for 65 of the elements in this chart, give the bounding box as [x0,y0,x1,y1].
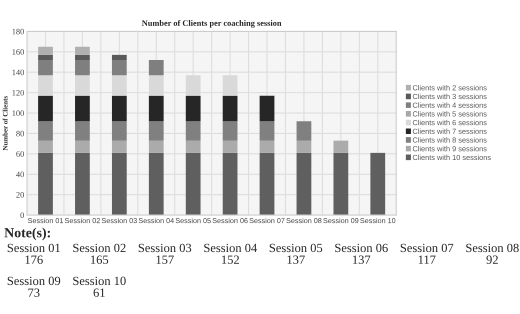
bar [296,121,312,141]
bar [222,152,238,216]
bar [38,121,53,141]
bar [370,152,386,216]
text: Session 05 137 [270,244,322,264]
y-tick-label: 60 [16,151,24,157]
text: Session 10 61 [73,276,126,297]
bar [296,140,312,153]
bar [112,140,127,153]
bar [260,152,274,216]
bar [38,96,53,122]
y-tick-label: 180 [12,28,24,34]
bar [75,96,90,122]
text: Session 02 165 [73,244,126,264]
bar [38,140,53,153]
bar [148,60,164,76]
text: Session 04 152 [204,244,258,264]
text: Session 06 137 [335,244,388,264]
y-tick-label: 120 [12,90,24,96]
bar [38,60,53,76]
text: Session 01 176 [8,244,60,264]
bar [186,121,201,141]
text: Session 08 92 [466,244,519,264]
text: Session 03 157 [138,244,192,264]
bar [333,152,348,216]
bar [75,140,90,153]
bar [75,152,90,216]
bar [186,152,201,216]
bar [38,46,53,55]
bar [296,152,312,216]
y-tick-label: 20 [16,192,24,198]
bar [112,121,127,141]
y-tick-label: 160 [12,49,24,55]
bar [186,96,201,122]
chart-title: Number of Clients per coaching session [142,20,282,28]
bar [112,152,127,216]
y-tick-label: 80 [16,130,24,136]
text: Session 07 117 [400,244,454,264]
bar [186,140,201,153]
bar [148,152,164,216]
bar [75,121,90,141]
bar [38,54,53,60]
bar [222,140,238,153]
bar [260,121,274,141]
text: Note(s): [4,228,50,240]
bar [222,96,238,122]
bar [148,140,164,153]
bar [112,54,127,60]
bar [38,152,53,216]
y-tick-label: 100 [12,110,24,116]
bar [148,96,164,122]
y-tick-label: 0 [20,212,24,218]
bar [75,54,90,60]
bar [333,140,348,153]
y-tick-label: 140 [12,70,24,76]
bar [222,121,238,141]
bar [260,96,274,122]
bar [260,140,274,153]
bar [75,46,90,55]
bar [75,60,90,76]
bar [112,60,127,76]
bar [148,121,164,141]
y-tick-label: 40 [16,172,24,178]
bar [112,96,127,122]
text: Session 09 73 [8,276,60,297]
